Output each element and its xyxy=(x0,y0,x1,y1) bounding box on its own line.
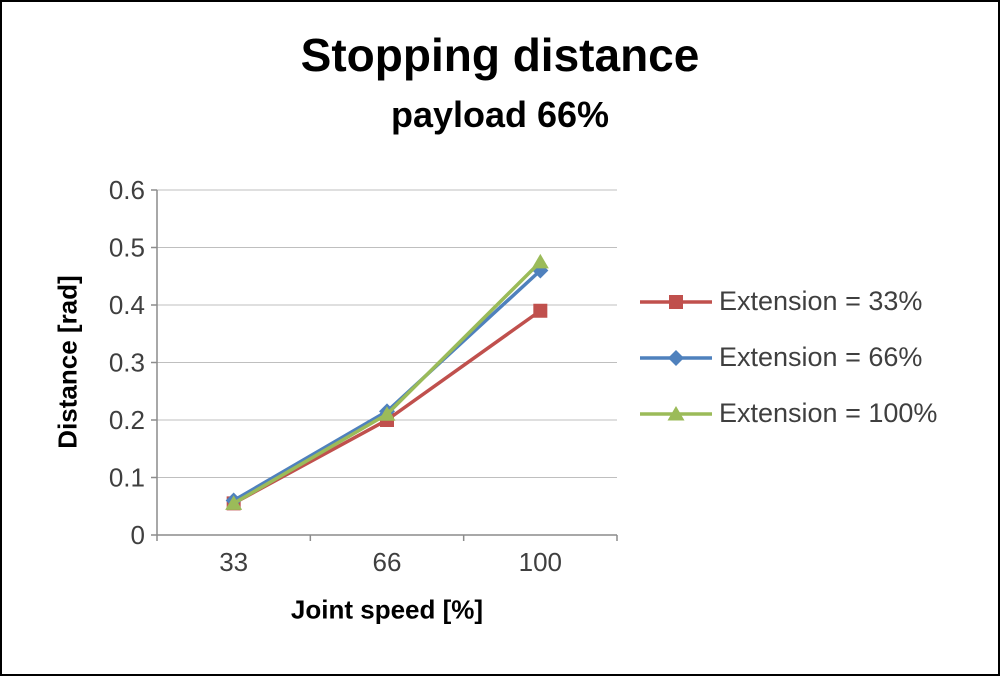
x-tick-label: 100 xyxy=(519,547,562,577)
diamond-marker xyxy=(668,349,684,366)
y-tick-label: 0.2 xyxy=(109,405,145,435)
triangle-marker xyxy=(667,405,685,420)
y-tick-label: 0.1 xyxy=(109,463,145,493)
y-tick-label: 0.3 xyxy=(109,348,145,378)
square-marker xyxy=(533,303,548,318)
legend-label: Extension = 33% xyxy=(719,286,923,316)
y-tick-label: 0.4 xyxy=(109,290,145,320)
x-tick-label: 33 xyxy=(219,547,248,577)
legend-item: Extension = 33% xyxy=(640,286,937,317)
legend-marker-sample xyxy=(640,294,712,309)
x-axis-title: Joint speed [%] xyxy=(290,594,484,625)
chart-legend: Extension = 33% Extension = 66% Extension … xyxy=(640,286,937,429)
chart-title: Stopping distance xyxy=(300,29,700,81)
series-line xyxy=(231,260,543,506)
legend-item: Extension = 100% xyxy=(640,398,937,429)
y-tick-label: 0.6 xyxy=(109,175,145,205)
chart-subtitle: payload 66% xyxy=(390,94,610,135)
legend-label: Extension = 66% xyxy=(719,342,923,372)
y-tick-label: 0.5 xyxy=(109,233,145,263)
y-axis-title: Distance [rad] xyxy=(52,275,83,449)
y-tick-label: 0 xyxy=(131,520,145,550)
legend-marker-sample xyxy=(640,405,712,420)
triangle-marker xyxy=(378,406,396,421)
plot-area: 0 0.1 0.2 0.3 0.4 0.5 0.6 33 66 100 xyxy=(109,175,618,577)
legend-item: Extension = 66% xyxy=(640,342,937,373)
square-marker xyxy=(669,294,683,309)
triangle-marker xyxy=(225,495,243,510)
legend-label: Extension = 100% xyxy=(719,398,938,428)
x-tick-label: 66 xyxy=(373,547,402,577)
triangle-marker xyxy=(531,253,549,269)
legend-marker-sample xyxy=(640,349,712,366)
